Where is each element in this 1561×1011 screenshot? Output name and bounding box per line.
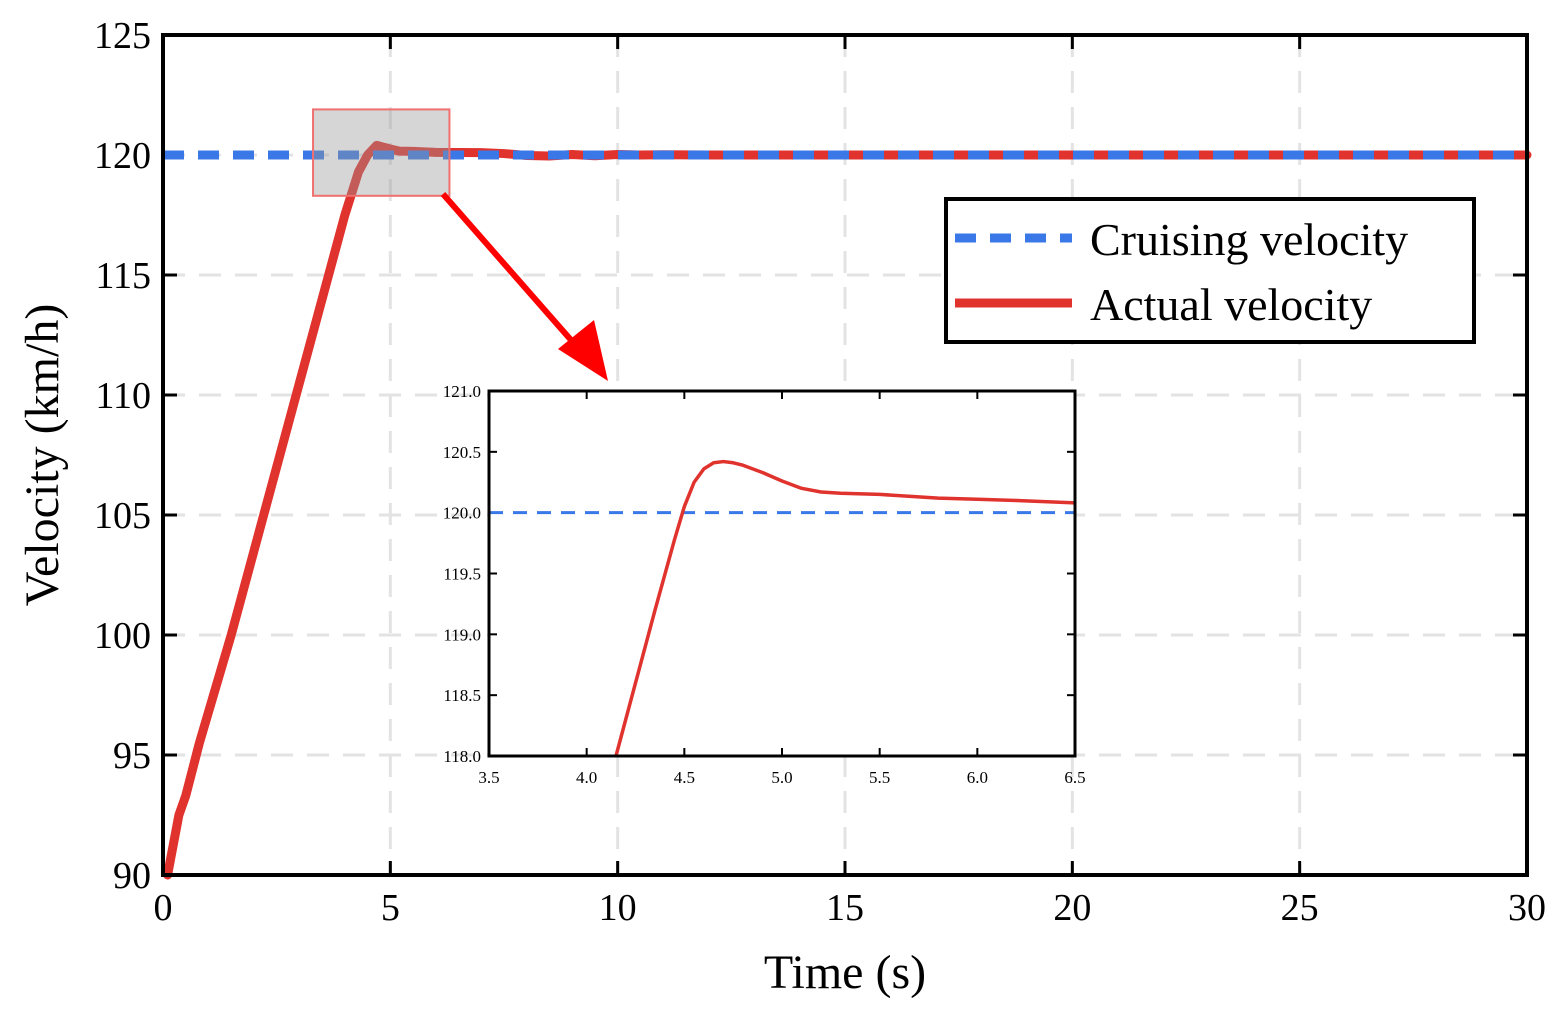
inset-x-tick-label: 6.5 bbox=[1064, 768, 1085, 787]
y-tick-label: 125 bbox=[94, 15, 151, 57]
main-plot-frame bbox=[161, 33, 1529, 877]
inset-series bbox=[489, 459, 1076, 757]
legend-label-cruising: Cruising velocity bbox=[1090, 214, 1408, 265]
y-axis-title: Velocity (km/h) bbox=[16, 304, 69, 607]
inset-y-tick-label: 120.5 bbox=[443, 443, 481, 462]
inset-plot-frame bbox=[487, 389, 1077, 758]
inset-y-tick-label: 121.0 bbox=[443, 382, 481, 401]
inset-x-tick-label: 3.5 bbox=[478, 768, 499, 787]
y-tick-label: 90 bbox=[113, 855, 151, 897]
inset-chart: 3.5 4.0 4.5 5.0 5.5 6.0 6.5 118.0 118.5 119.0 119.… bbox=[443, 382, 1086, 787]
zoom-box bbox=[312, 108, 451, 197]
x-axis-title: Time (s) bbox=[764, 946, 926, 999]
x-tick-label: 10 bbox=[599, 887, 637, 929]
y-tick-label: 95 bbox=[113, 735, 151, 777]
inset-x-tick-label: 6.0 bbox=[967, 768, 988, 787]
x-tick-label: 25 bbox=[1281, 887, 1319, 929]
legend-label-actual: Actual velocity bbox=[1090, 279, 1372, 330]
inset-x-tick-label: 5.5 bbox=[869, 768, 890, 787]
y-tick-label: 100 bbox=[94, 615, 151, 657]
y-tick-label: 120 bbox=[94, 135, 151, 177]
inset-y-tick-label: 118.5 bbox=[443, 686, 481, 705]
x-tick-label: 5 bbox=[381, 887, 400, 929]
inset-y-tick-label: 120.0 bbox=[443, 504, 481, 523]
inset-tick-labels: 3.5 4.0 4.5 5.0 5.5 6.0 6.5 118.0 118.5 119.0 119.… bbox=[443, 382, 1086, 787]
x-tick-label: 0 bbox=[154, 887, 173, 929]
inset-x-tick-label: 4.0 bbox=[576, 768, 597, 787]
legend: Cruising velocity Actual velocity bbox=[944, 197, 1476, 344]
inset-y-tick-label: 119.5 bbox=[443, 565, 481, 584]
y-tick-label: 115 bbox=[95, 255, 151, 297]
y-tick-label: 105 bbox=[94, 495, 151, 537]
inset-x-tick-label: 5.0 bbox=[771, 768, 792, 787]
y-tick-label: 110 bbox=[95, 375, 151, 417]
inset-series-actual-velocity bbox=[614, 459, 1076, 757]
inset-x-tick-label: 4.5 bbox=[674, 768, 695, 787]
inset-y-tick-label: 119.0 bbox=[443, 625, 481, 644]
x-tick-label: 20 bbox=[1053, 887, 1091, 929]
main-series bbox=[163, 140, 1532, 880]
x-tick-label: 15 bbox=[826, 887, 864, 929]
inset-y-tick-label: 118.0 bbox=[443, 747, 481, 766]
main-tick-labels: 0 5 10 15 20 25 30 90 95 100 105 110 115 120 125 bbox=[94, 15, 1546, 929]
zoom-arrow bbox=[440, 192, 608, 381]
x-tick-label: 30 bbox=[1508, 887, 1546, 929]
